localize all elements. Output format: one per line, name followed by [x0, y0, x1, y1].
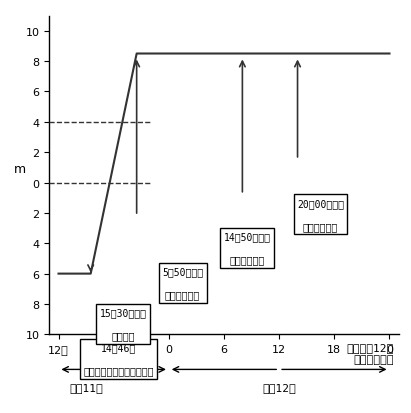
Text: 5時50分ごろ

淡水注水開始: 5時50分ごろ 淡水注水開始 — [162, 266, 203, 299]
Text: 東電５月12日
の解析による: 東電５月12日 の解析による — [347, 342, 394, 364]
Text: 14時46分

地震発生、原子炉自動停止: 14時46分 地震発生、原子炉自動停止 — [83, 342, 154, 375]
Y-axis label: m: m — [14, 163, 26, 176]
Text: ３月12日: ３月12日 — [262, 382, 296, 392]
Text: 20時00分ごろ

海水注水開始: 20時00分ごろ 海水注水開始 — [297, 198, 344, 231]
Text: ３月11日: ３月11日 — [69, 382, 103, 392]
Text: 14時50分ごろ

淡水注水停止: 14時50分ごろ 淡水注水停止 — [224, 232, 270, 265]
Text: 15時30分ごろ

津波到達: 15時30分ごろ 津波到達 — [99, 307, 146, 340]
